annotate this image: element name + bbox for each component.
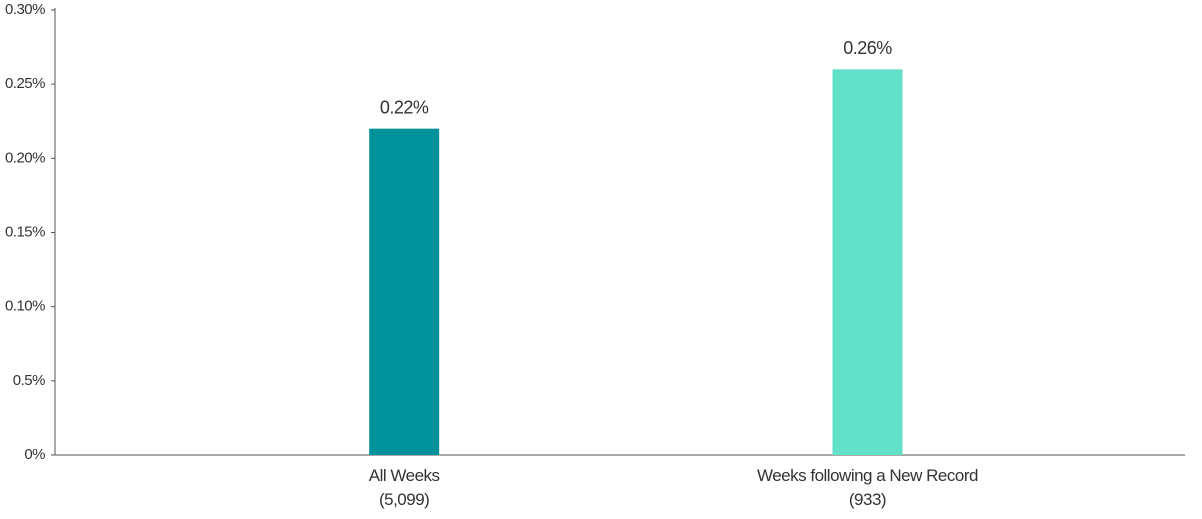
y-tick-label: 0%: [24, 446, 45, 463]
bar: [832, 69, 903, 455]
y-tick-label: 0.5%: [13, 372, 45, 389]
y-tick-label: 0.10%: [5, 298, 45, 315]
value-label: 0.26%: [843, 38, 892, 58]
y-tick-label: 0.25%: [5, 75, 45, 92]
y-tick-label: 0.20%: [5, 149, 45, 166]
y-tick-label: 0.15%: [5, 223, 45, 240]
x-tick-label: All Weeks (5,099): [368, 466, 440, 509]
x-tick-label: Weeks following a New Record (933): [756, 466, 978, 509]
y-tick-label: 0.30%: [5, 1, 45, 18]
bar: [369, 128, 440, 455]
value-label: 0.22%: [380, 97, 429, 117]
